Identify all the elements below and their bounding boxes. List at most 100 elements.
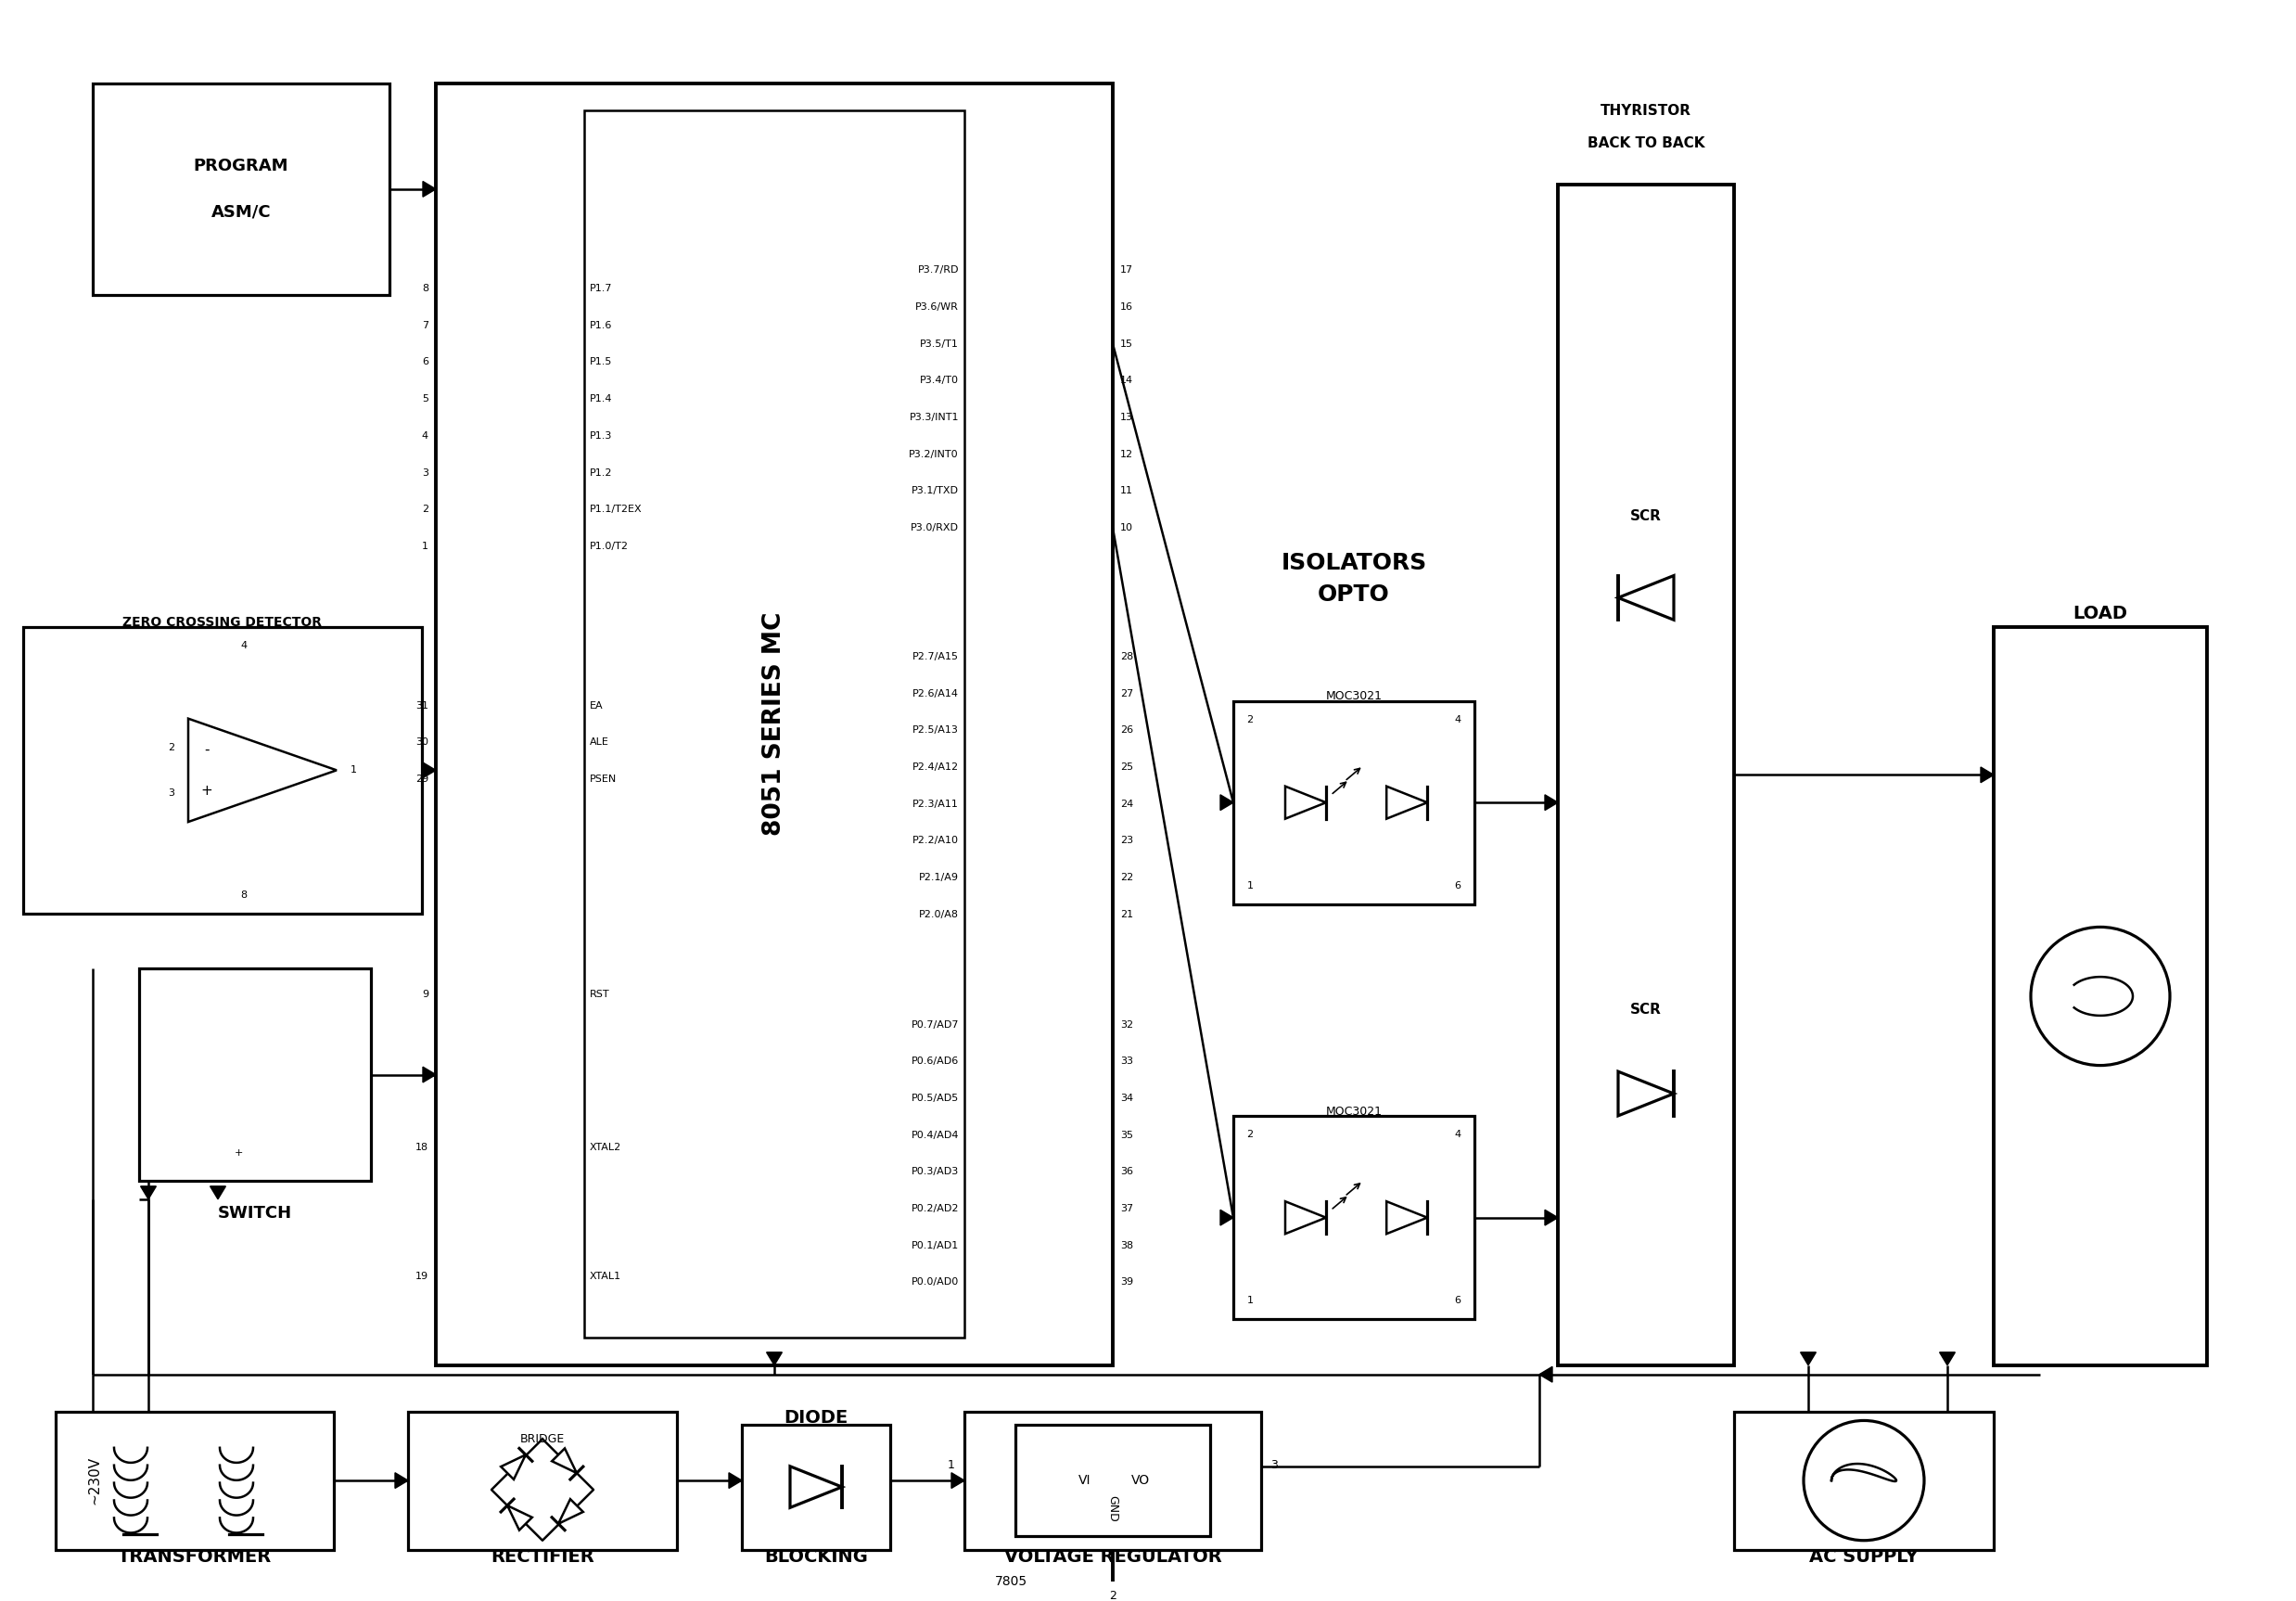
Bar bbox=[1733, 1412, 1993, 1550]
Text: P2.5/A13: P2.5/A13 bbox=[912, 725, 960, 735]
Text: ASM/C: ASM/C bbox=[211, 203, 271, 221]
Polygon shape bbox=[951, 1473, 964, 1489]
Text: 16: 16 bbox=[1120, 303, 1134, 312]
Text: 1: 1 bbox=[948, 1459, 955, 1471]
Polygon shape bbox=[422, 762, 436, 778]
Text: +: + bbox=[234, 1148, 243, 1158]
Text: MOC3021: MOC3021 bbox=[1325, 1106, 1382, 1117]
Polygon shape bbox=[1619, 576, 1674, 620]
Text: GND: GND bbox=[1107, 1495, 1118, 1521]
Text: BACK TO BACK: BACK TO BACK bbox=[1587, 136, 1704, 150]
Text: 35: 35 bbox=[1120, 1130, 1134, 1140]
Text: 38: 38 bbox=[1120, 1241, 1134, 1250]
Polygon shape bbox=[767, 1353, 783, 1366]
Text: ZERO CROSSING DETECTOR: ZERO CROSSING DETECTOR bbox=[124, 616, 321, 629]
Text: P0.0/AD0: P0.0/AD0 bbox=[912, 1278, 960, 1287]
Text: P1.6: P1.6 bbox=[590, 320, 613, 330]
Text: 3: 3 bbox=[422, 467, 429, 477]
Text: 4: 4 bbox=[241, 640, 248, 650]
Text: 24: 24 bbox=[1120, 799, 1134, 809]
Text: P3.2/INT0: P3.2/INT0 bbox=[909, 450, 960, 459]
Text: 12: 12 bbox=[1120, 450, 1134, 459]
Polygon shape bbox=[728, 1473, 742, 1489]
Polygon shape bbox=[422, 1066, 436, 1082]
Text: 8051 SERIES MC: 8051 SERIES MC bbox=[762, 612, 785, 836]
Text: 4: 4 bbox=[1453, 1130, 1460, 1140]
Bar bbox=[583, 110, 964, 1337]
Bar bbox=[742, 1425, 891, 1550]
Text: 6: 6 bbox=[1453, 881, 1460, 890]
Text: 8: 8 bbox=[422, 283, 429, 293]
Text: OPTO: OPTO bbox=[1318, 584, 1389, 607]
Text: P0.1/AD1: P0.1/AD1 bbox=[912, 1241, 960, 1250]
Bar bbox=[1233, 701, 1474, 905]
Text: P0.3/AD3: P0.3/AD3 bbox=[912, 1167, 960, 1177]
Text: P2.4/A12: P2.4/A12 bbox=[912, 762, 960, 772]
Text: P3.3/INT1: P3.3/INT1 bbox=[909, 413, 960, 423]
Text: 6: 6 bbox=[1453, 1295, 1460, 1305]
Text: P0.4/AD4: P0.4/AD4 bbox=[912, 1130, 960, 1140]
Text: RST: RST bbox=[590, 989, 611, 999]
Text: 27: 27 bbox=[1120, 688, 1134, 698]
Polygon shape bbox=[1286, 1201, 1327, 1234]
Text: SCR: SCR bbox=[1630, 509, 1662, 524]
Text: 17: 17 bbox=[1120, 266, 1134, 275]
Text: 3: 3 bbox=[1270, 1459, 1277, 1471]
Text: 6: 6 bbox=[422, 357, 429, 367]
Text: P2.6/A14: P2.6/A14 bbox=[912, 688, 960, 698]
Text: 28: 28 bbox=[1120, 652, 1134, 661]
Text: P1.7: P1.7 bbox=[590, 283, 613, 293]
Polygon shape bbox=[1545, 794, 1559, 810]
Text: 26: 26 bbox=[1120, 725, 1134, 735]
Text: 7805: 7805 bbox=[994, 1575, 1026, 1588]
Text: 14: 14 bbox=[1120, 376, 1134, 386]
Text: 30: 30 bbox=[416, 738, 429, 748]
Text: 1: 1 bbox=[351, 765, 356, 775]
Text: 1: 1 bbox=[1247, 881, 1254, 890]
Text: 5: 5 bbox=[422, 394, 429, 403]
Polygon shape bbox=[1981, 767, 1993, 783]
Text: 23: 23 bbox=[1120, 836, 1134, 845]
Text: AC SUPPLY: AC SUPPLY bbox=[1809, 1548, 1919, 1566]
Polygon shape bbox=[395, 1473, 409, 1489]
Text: EA: EA bbox=[590, 701, 604, 711]
Polygon shape bbox=[558, 1499, 583, 1524]
Bar bbox=[1993, 628, 2206, 1366]
Text: MOC3021: MOC3021 bbox=[1325, 690, 1382, 703]
Text: 2: 2 bbox=[422, 504, 429, 514]
Text: 22: 22 bbox=[1120, 873, 1134, 882]
Polygon shape bbox=[551, 1449, 576, 1473]
Bar bbox=[1559, 184, 1733, 1366]
Text: P1.0/T2: P1.0/T2 bbox=[590, 541, 629, 551]
Text: P2.2/A10: P2.2/A10 bbox=[912, 836, 960, 845]
Bar bbox=[409, 1412, 677, 1550]
Text: P0.2/AD2: P0.2/AD2 bbox=[912, 1204, 960, 1214]
Polygon shape bbox=[1545, 1210, 1559, 1225]
Polygon shape bbox=[1387, 1201, 1428, 1234]
Polygon shape bbox=[790, 1467, 843, 1508]
Text: 31: 31 bbox=[416, 701, 429, 711]
Text: 13: 13 bbox=[1120, 413, 1134, 423]
Polygon shape bbox=[501, 1455, 526, 1479]
Text: 9: 9 bbox=[422, 989, 429, 999]
Text: 37: 37 bbox=[1120, 1204, 1134, 1214]
Text: VI: VI bbox=[1079, 1475, 1091, 1487]
Text: P3.6/WR: P3.6/WR bbox=[916, 303, 960, 312]
Text: P2.0/A8: P2.0/A8 bbox=[918, 909, 960, 919]
Text: ISOLATORS: ISOLATORS bbox=[1281, 552, 1426, 573]
Bar bbox=[964, 1412, 1261, 1550]
Text: P3.0/RXD: P3.0/RXD bbox=[912, 524, 960, 533]
Text: P0.6/AD6: P0.6/AD6 bbox=[912, 1057, 960, 1066]
Bar bbox=[1233, 1116, 1474, 1319]
Text: TRANSFORMER: TRANSFORMER bbox=[117, 1548, 271, 1566]
Text: P1.5: P1.5 bbox=[590, 357, 613, 367]
Bar bbox=[23, 628, 422, 913]
Text: 2: 2 bbox=[1247, 716, 1254, 724]
Text: P2.3/A11: P2.3/A11 bbox=[912, 799, 960, 809]
Polygon shape bbox=[211, 1186, 225, 1199]
Text: P3.5/T1: P3.5/T1 bbox=[921, 339, 960, 349]
Text: 29: 29 bbox=[416, 775, 429, 784]
Polygon shape bbox=[422, 181, 436, 197]
Text: XTAL2: XTAL2 bbox=[590, 1143, 622, 1153]
Text: 3: 3 bbox=[168, 789, 174, 797]
